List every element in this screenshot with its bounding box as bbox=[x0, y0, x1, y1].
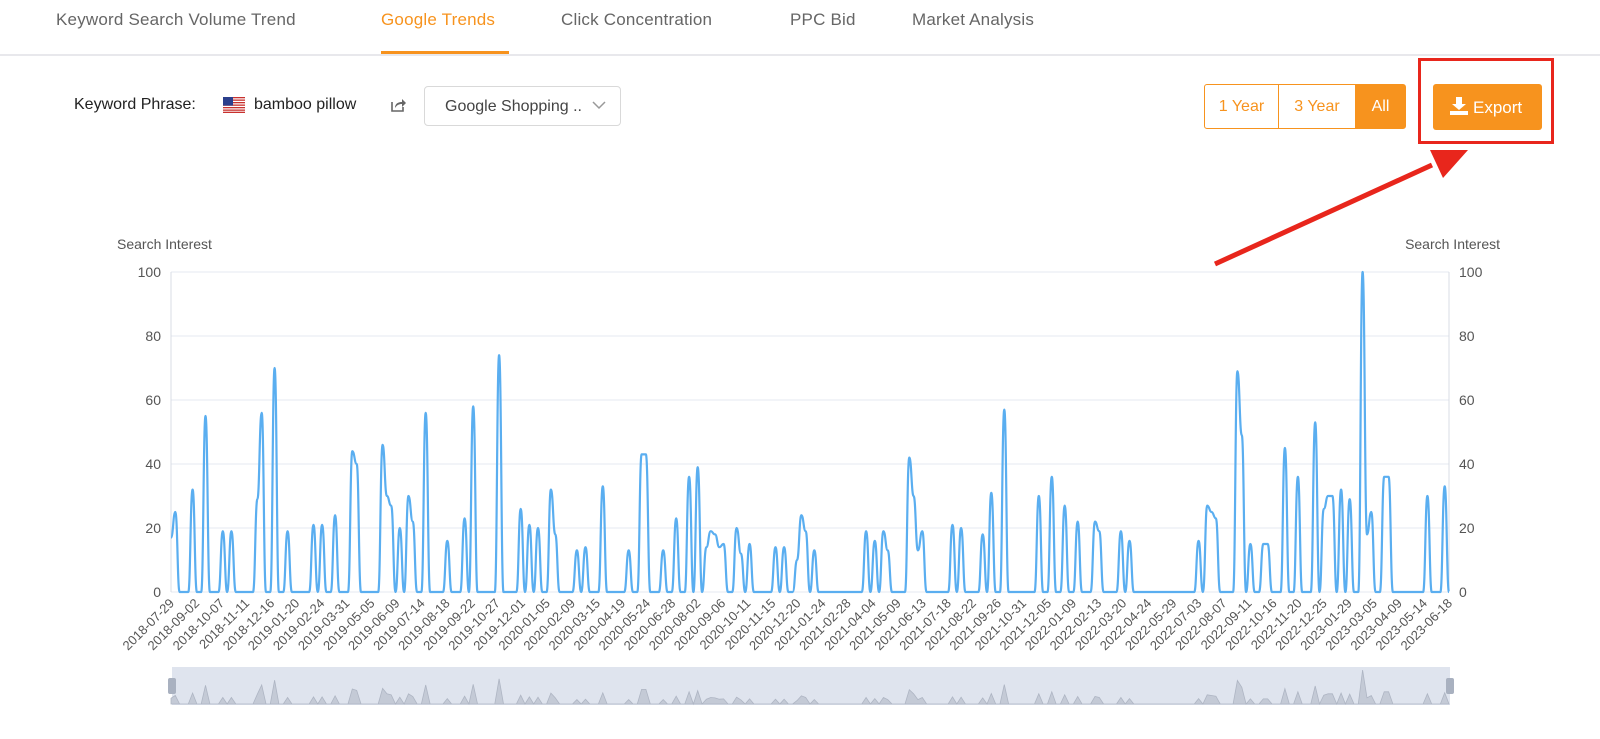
y-tick-right: 0 bbox=[1459, 584, 1467, 600]
tab-keyword-search-volume-trend[interactable]: Keyword Search Volume Trend bbox=[56, 10, 296, 29]
us-flag-icon bbox=[223, 97, 245, 113]
chevron-down-icon bbox=[592, 101, 606, 110]
range-3-year-button[interactable]: 3 Year bbox=[1278, 84, 1356, 129]
search-interest-line bbox=[169, 270, 1451, 594]
y-tick-right: 100 bbox=[1459, 264, 1483, 280]
zoom-slider[interactable] bbox=[168, 667, 1454, 706]
tab-google-trends[interactable]: Google Trends bbox=[381, 10, 496, 29]
zoom-handle-left[interactable] bbox=[168, 678, 176, 694]
annotation-arrow bbox=[1213, 150, 1468, 267]
y-tick-left: 100 bbox=[138, 264, 162, 280]
chart-grid bbox=[170, 271, 1450, 593]
tab-click-concentration[interactable]: Click Concentration bbox=[561, 10, 713, 29]
y-tick-right: 80 bbox=[1459, 328, 1475, 344]
keyword-phrase-value: bamboo pillow bbox=[254, 96, 357, 113]
y-tick-left: 0 bbox=[153, 584, 161, 600]
y-axis-label-right: Search Interest bbox=[1405, 236, 1500, 252]
export-highlight-box bbox=[1418, 58, 1554, 144]
y-tick-right: 20 bbox=[1459, 520, 1475, 536]
export-button-label: Export bbox=[1473, 98, 1523, 117]
download-icon bbox=[1450, 97, 1468, 115]
share-icon[interactable] bbox=[390, 97, 406, 113]
x-tick-labels: 2018-07-292018-09-022018-10-072018-11-11… bbox=[119, 596, 1455, 654]
y-tick-labels: 0 0 20 20 40 40 60 60 80 80 100 100 bbox=[138, 264, 1483, 600]
tab-bar: Keyword Search Volume Trend Google Trend… bbox=[0, 0, 1600, 56]
keyword-phrase-label: Keyword Phrase: bbox=[74, 96, 196, 113]
y-tick-left: 80 bbox=[145, 328, 161, 344]
y-tick-left: 40 bbox=[145, 456, 161, 472]
export-button[interactable]: Export bbox=[1433, 84, 1542, 130]
source-select[interactable]: Google Shopping ... bbox=[424, 86, 621, 126]
y-axis-label-left: Search Interest bbox=[117, 236, 212, 252]
source-select-value: Google Shopping ... bbox=[445, 98, 583, 115]
range-all-button[interactable]: All bbox=[1355, 84, 1406, 129]
tab-ppc-bid[interactable]: PPC Bid bbox=[790, 10, 856, 29]
y-tick-right: 60 bbox=[1459, 392, 1475, 408]
y-tick-right: 40 bbox=[1459, 456, 1475, 472]
zoom-slider-preview bbox=[170, 669, 1450, 706]
zoom-slider-track[interactable] bbox=[172, 667, 1450, 705]
y-tick-left: 60 bbox=[145, 392, 161, 408]
active-tab-underline bbox=[381, 51, 509, 54]
y-tick-left: 20 bbox=[145, 520, 161, 536]
tab-market-analysis[interactable]: Market Analysis bbox=[912, 10, 1035, 29]
zoom-handle-right[interactable] bbox=[1446, 678, 1454, 694]
